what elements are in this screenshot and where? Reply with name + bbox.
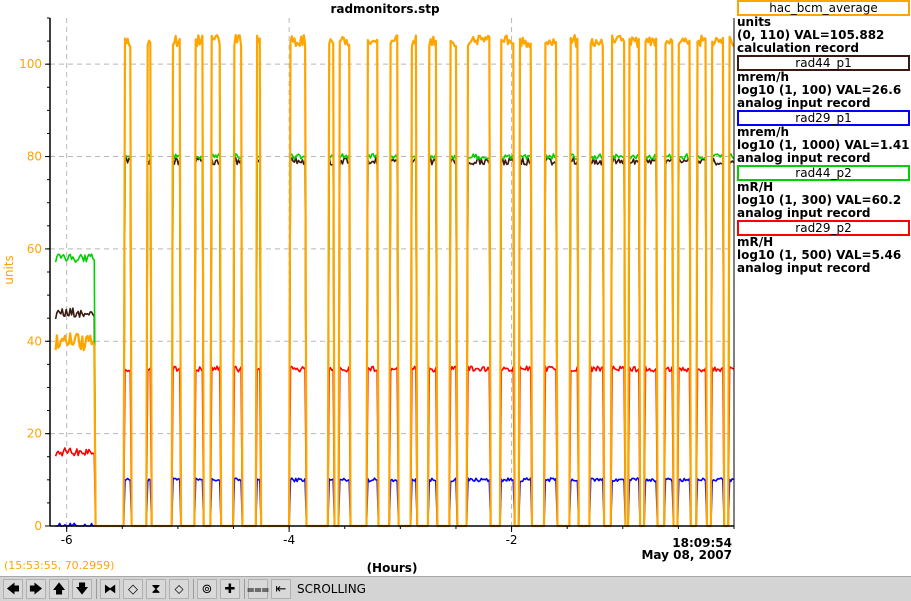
y-axis-label: units — [2, 255, 16, 285]
cursor-readout: (15:53:55, 70.2959) — [4, 559, 114, 572]
x-axis-label: (Hours) — [367, 561, 418, 575]
zoom-in-x-button[interactable]: ⧓ — [100, 579, 120, 599]
legend-units: units — [737, 15, 772, 29]
legend-entry-rad29_p1[interactable]: rad29_p1 mrem/h log10 (1, 1000) VAL=1.41 an… — [737, 110, 911, 165]
scroll-mode-button[interactable]: ⇤ — [271, 579, 291, 599]
pan-left-icon: 🡄 — [6, 581, 20, 597]
legend-record: analog input record — [737, 206, 871, 220]
scroll-status: SCROLLING — [297, 582, 366, 596]
legend-range: log10 (1, 100) VAL=26.6 — [737, 83, 902, 97]
pan-down-button[interactable]: 🡇 — [72, 579, 92, 599]
zoom-out-y-button[interactable]: ⬦ — [169, 579, 189, 599]
legend-range: log10 (1, 300) VAL=60.2 — [737, 193, 902, 207]
y-tick-label: 60 — [27, 242, 42, 256]
add-cursor-button[interactable]: ✚ — [220, 579, 240, 599]
toolbar-separator — [193, 579, 194, 599]
zoom-out-x-button[interactable]: ◇ — [123, 579, 143, 599]
legend-range: log10 (1, 500) VAL=5.46 — [737, 248, 902, 262]
toolbar-separator — [96, 579, 97, 599]
timestamp-date: May 08, 2007 — [641, 548, 732, 562]
legend-units: mR/H — [737, 180, 774, 194]
y-tick-label: 0 — [34, 519, 42, 533]
toolbar-separator — [244, 579, 245, 599]
pan-right-button[interactable]: 🡆 — [26, 579, 46, 599]
plot-area[interactable] — [50, 18, 734, 526]
legend-record: analog input record — [737, 261, 871, 275]
y-tick-label: 20 — [27, 427, 42, 441]
legend-units: mR/H — [737, 235, 774, 249]
pan-right-icon: 🡆 — [29, 581, 43, 597]
legend-range: (0, 110) VAL=105.882 — [737, 28, 885, 42]
x-tick-label: -2 — [506, 533, 518, 547]
toolbar: 🡄 🡆 🡅 🡇 ⧓ ◇ ⧗ ⬦ ⊚ ✚ ⩶ ⇤ SCROLLING — [0, 576, 911, 601]
y-tick-label: 40 — [27, 334, 42, 348]
stagger-button[interactable]: ⩶ — [246, 579, 270, 599]
add-cursor-icon: ✚ — [224, 581, 236, 597]
legend-range: log10 (1, 1000) VAL=1.41 — [737, 138, 910, 152]
zoom-out-y-icon: ⬦ — [174, 581, 184, 597]
legend-units: mrem/h — [737, 70, 789, 84]
chart-title: radmonitors.stp — [330, 2, 439, 16]
legend-entry-hac_bcm_average[interactable]: hac_bcm_average units (0, 110) VAL=105.882… — [737, 0, 911, 55]
legend-trace-name[interactable]: hac_bcm_average — [737, 0, 910, 16]
timestamp-time: 18:09:54 — [672, 536, 732, 550]
auto-scale-button[interactable]: ⊚ — [197, 579, 217, 599]
legend-entry-rad29_p2[interactable]: rad29_p2 mR/H log10 (1, 500) VAL=5.46 analo… — [737, 220, 911, 275]
y-tick-label: 80 — [27, 150, 42, 164]
legend-trace-name[interactable]: rad29_p1 — [737, 110, 910, 126]
legend-record: analog input record — [737, 96, 871, 110]
pan-up-button[interactable]: 🡅 — [49, 579, 69, 599]
strip-chart[interactable]: radmonitors.stp 0 20 40 60 80 100 -6 -4 -2 unit… — [0, 0, 911, 576]
legend-trace-name[interactable]: rad44_p1 — [737, 55, 910, 71]
pan-up-icon: 🡅 — [52, 581, 66, 597]
zoom-out-x-icon: ◇ — [128, 581, 138, 597]
y-tick-label: 100 — [19, 57, 42, 71]
legend-entry-rad44_p1[interactable]: rad44_p1 mrem/h log10 (1, 100) VAL=26.6 ana… — [737, 55, 911, 110]
pan-left-button[interactable]: 🡄 — [3, 579, 23, 599]
scroll-mode-icon: ⇤ — [275, 581, 287, 597]
legend-record: calculation record — [737, 41, 859, 55]
zoom-in-y-button[interactable]: ⧗ — [146, 579, 166, 599]
stagger-icon: ⩶ — [246, 581, 270, 597]
auto-scale-icon: ⊚ — [201, 581, 213, 597]
legend-trace-name[interactable]: rad29_p2 — [737, 220, 910, 236]
x-tick-label: -6 — [61, 533, 73, 547]
legend-record: analog input record — [737, 151, 871, 165]
pan-down-icon: 🡇 — [75, 581, 89, 597]
zoom-in-y-icon: ⧗ — [151, 581, 161, 597]
legend: hac_bcm_average units (0, 110) VAL=105.882… — [737, 0, 911, 275]
legend-units: mrem/h — [737, 125, 789, 139]
legend-entry-rad44_p2[interactable]: rad44_p2 mR/H log10 (1, 300) VAL=60.2 analo… — [737, 165, 911, 220]
zoom-in-x-icon: ⧓ — [103, 581, 117, 597]
legend-trace-name[interactable]: rad44_p2 — [737, 165, 910, 181]
x-tick-label: -4 — [283, 533, 295, 547]
